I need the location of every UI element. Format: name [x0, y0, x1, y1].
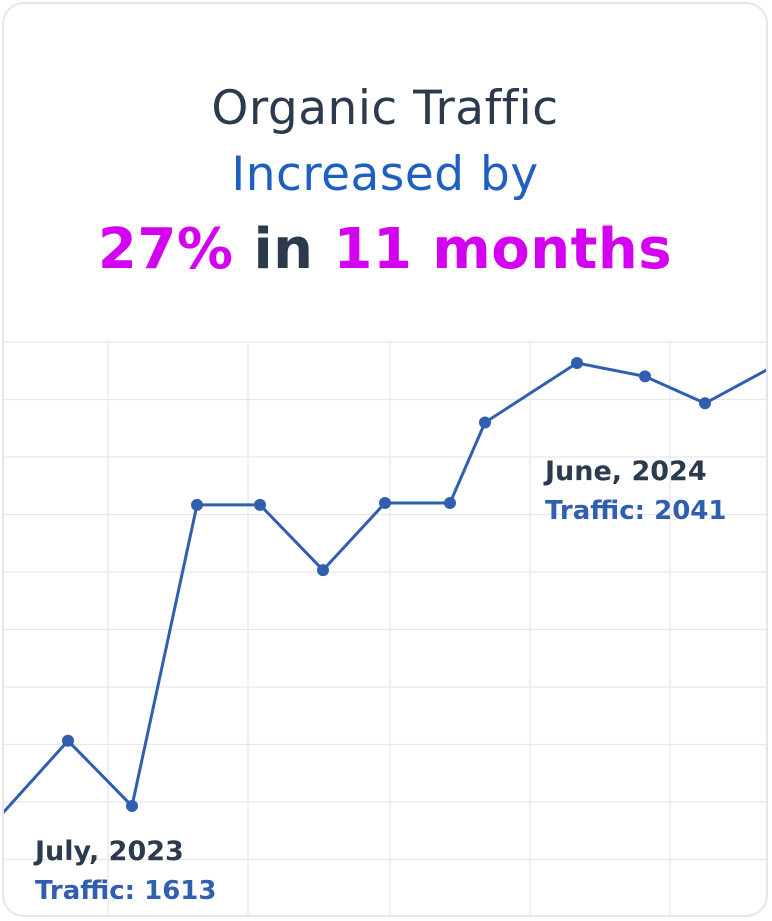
start-annotation-value: Traffic: 1613 — [35, 876, 216, 906]
data-point — [191, 498, 203, 511]
data-point — [444, 497, 456, 509]
headline-in: in — [253, 217, 314, 282]
data-point — [254, 498, 266, 511]
data-point — [126, 800, 138, 812]
headline-line-1: Organic Traffic — [211, 81, 559, 136]
data-point — [379, 497, 391, 509]
end-annotation-value: Traffic: 2041 — [545, 496, 726, 526]
data-point — [479, 416, 491, 429]
data-point — [699, 397, 711, 410]
grid — [4, 341, 766, 915]
headline: Organic Traffic Increased by 27% in 11 m… — [4, 76, 766, 292]
headline-line-3: 27% in 11 months — [4, 208, 766, 292]
start-annotation-date: July, 2023 — [33, 836, 184, 867]
line-chart: June, 2024 Traffic: 2041 July, 2023 Traf… — [4, 341, 766, 915]
data-points — [62, 357, 711, 812]
data-point — [62, 734, 74, 747]
end-annotation-date: June, 2024 — [543, 456, 707, 487]
headline-duration: 11 months — [333, 217, 673, 282]
data-point — [317, 564, 329, 577]
headline-line-2: Increased by — [231, 147, 539, 202]
data-point — [639, 370, 651, 383]
traffic-line — [4, 361, 766, 815]
headline-percent: 27% — [97, 217, 234, 282]
data-point — [571, 357, 583, 369]
